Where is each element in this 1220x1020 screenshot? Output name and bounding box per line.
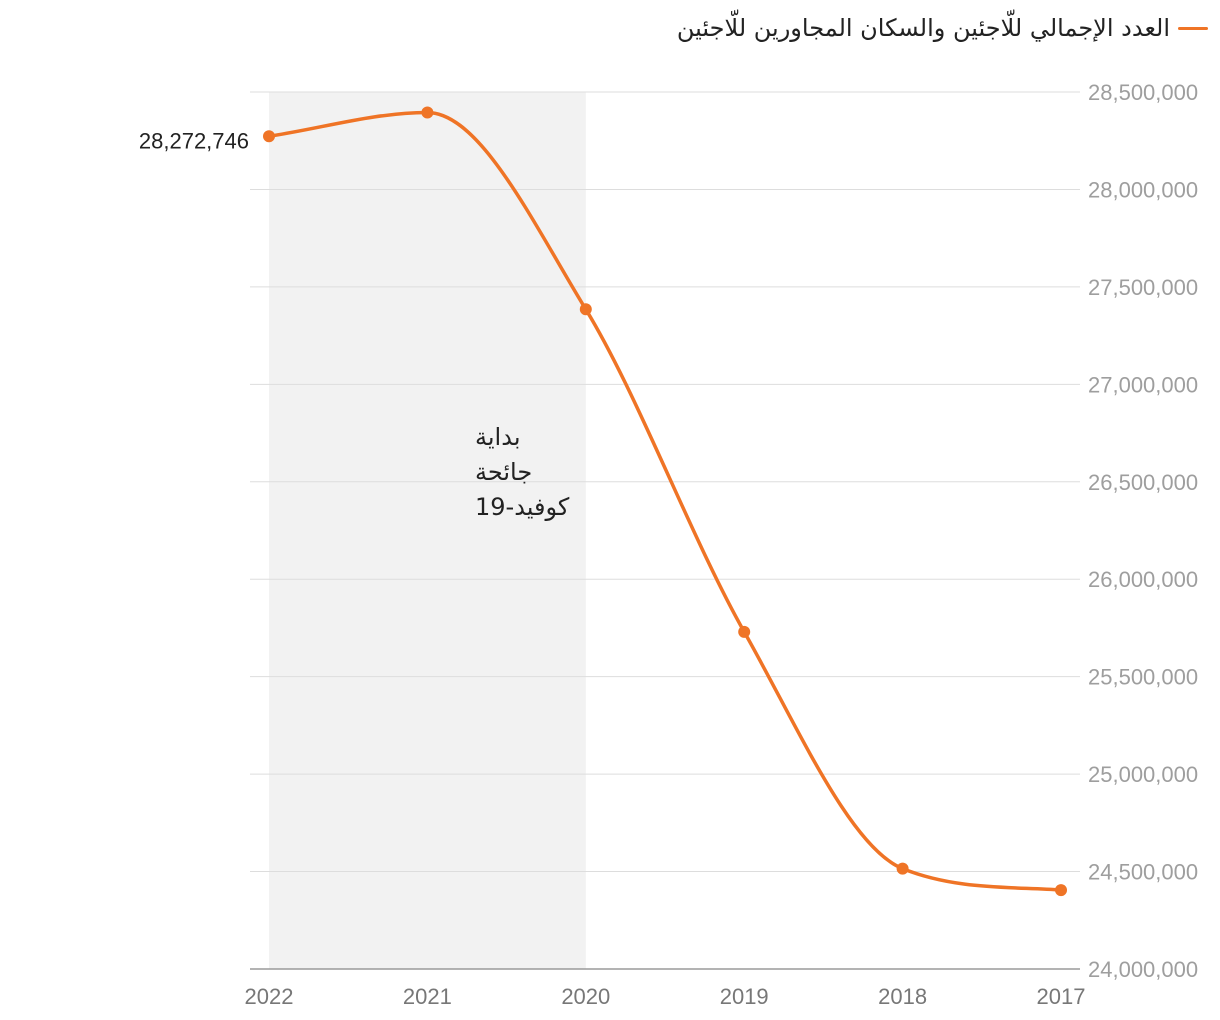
y-tick-label: 25,000,000 — [1088, 762, 1198, 787]
y-tick-label: 28,500,000 — [1088, 80, 1198, 105]
data-point — [579, 303, 592, 316]
y-tick-label: 28,000,000 — [1088, 177, 1198, 202]
y-tick-label: 26,000,000 — [1088, 567, 1198, 592]
y-tick-label: 25,500,000 — [1088, 665, 1198, 690]
x-tick-label: 2020 — [561, 984, 610, 1009]
covid-annotation-line: كوفيد-19 — [475, 493, 570, 521]
y-tick-label: 27,500,000 — [1088, 275, 1198, 300]
legend-label: العدد الإجمالي للّاجئين والسكان المجاوري… — [676, 14, 1170, 42]
y-tick-label: 24,000,000 — [1088, 957, 1198, 982]
covid-annotation-line: جائحة — [475, 458, 532, 486]
x-tick-label: 2018 — [878, 984, 927, 1009]
legend-swatch — [1178, 26, 1208, 30]
x-tick-label: 2017 — [1037, 984, 1086, 1009]
data-point — [421, 106, 434, 119]
data-point — [263, 130, 275, 143]
covid-annotation-line: بداية — [475, 423, 521, 451]
legend: العدد الإجمالي للّاجئين والسكان المجاوري… — [677, 14, 1208, 42]
covid-shaded-region — [269, 92, 586, 969]
x-tick-label: 2022 — [245, 984, 294, 1009]
data-point — [738, 625, 751, 638]
data-point — [896, 862, 909, 875]
y-tick-label: 24,500,000 — [1088, 860, 1198, 885]
y-tick-label: 26,500,000 — [1088, 470, 1198, 495]
x-tick-label: 2021 — [403, 984, 452, 1009]
x-tick-label: 2019 — [720, 984, 769, 1009]
data-point — [1055, 884, 1067, 897]
y-tick-label: 27,000,000 — [1088, 372, 1198, 397]
data-label: 28,272,746 — [139, 128, 249, 153]
